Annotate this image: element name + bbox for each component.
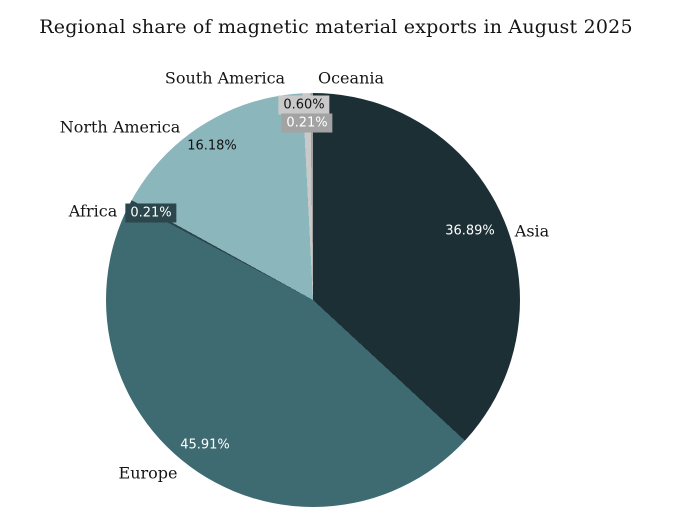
slice-label-asia: Asia [514,221,550,241]
slice-label-north-america: North America [59,117,181,137]
chart-title: Regional share of magnetic material expo… [39,16,633,38]
slice-value-europe: 45.91% [180,437,230,453]
slice-value-north-america: 16.18% [187,138,237,154]
pie-chart [106,93,520,507]
slice-value-africa: 0.21% [125,203,177,223]
slice-label-africa: Africa [68,201,118,221]
slice-value-oceania: 0.21% [281,113,333,133]
slice-label-south-america: South America [164,68,286,88]
slice-value-asia: 36.89% [445,223,495,239]
slice-value-south-america: 0.60% [278,95,330,115]
slice-label-oceania: Oceania [317,68,385,88]
slice-label-europe: Europe [118,463,178,483]
